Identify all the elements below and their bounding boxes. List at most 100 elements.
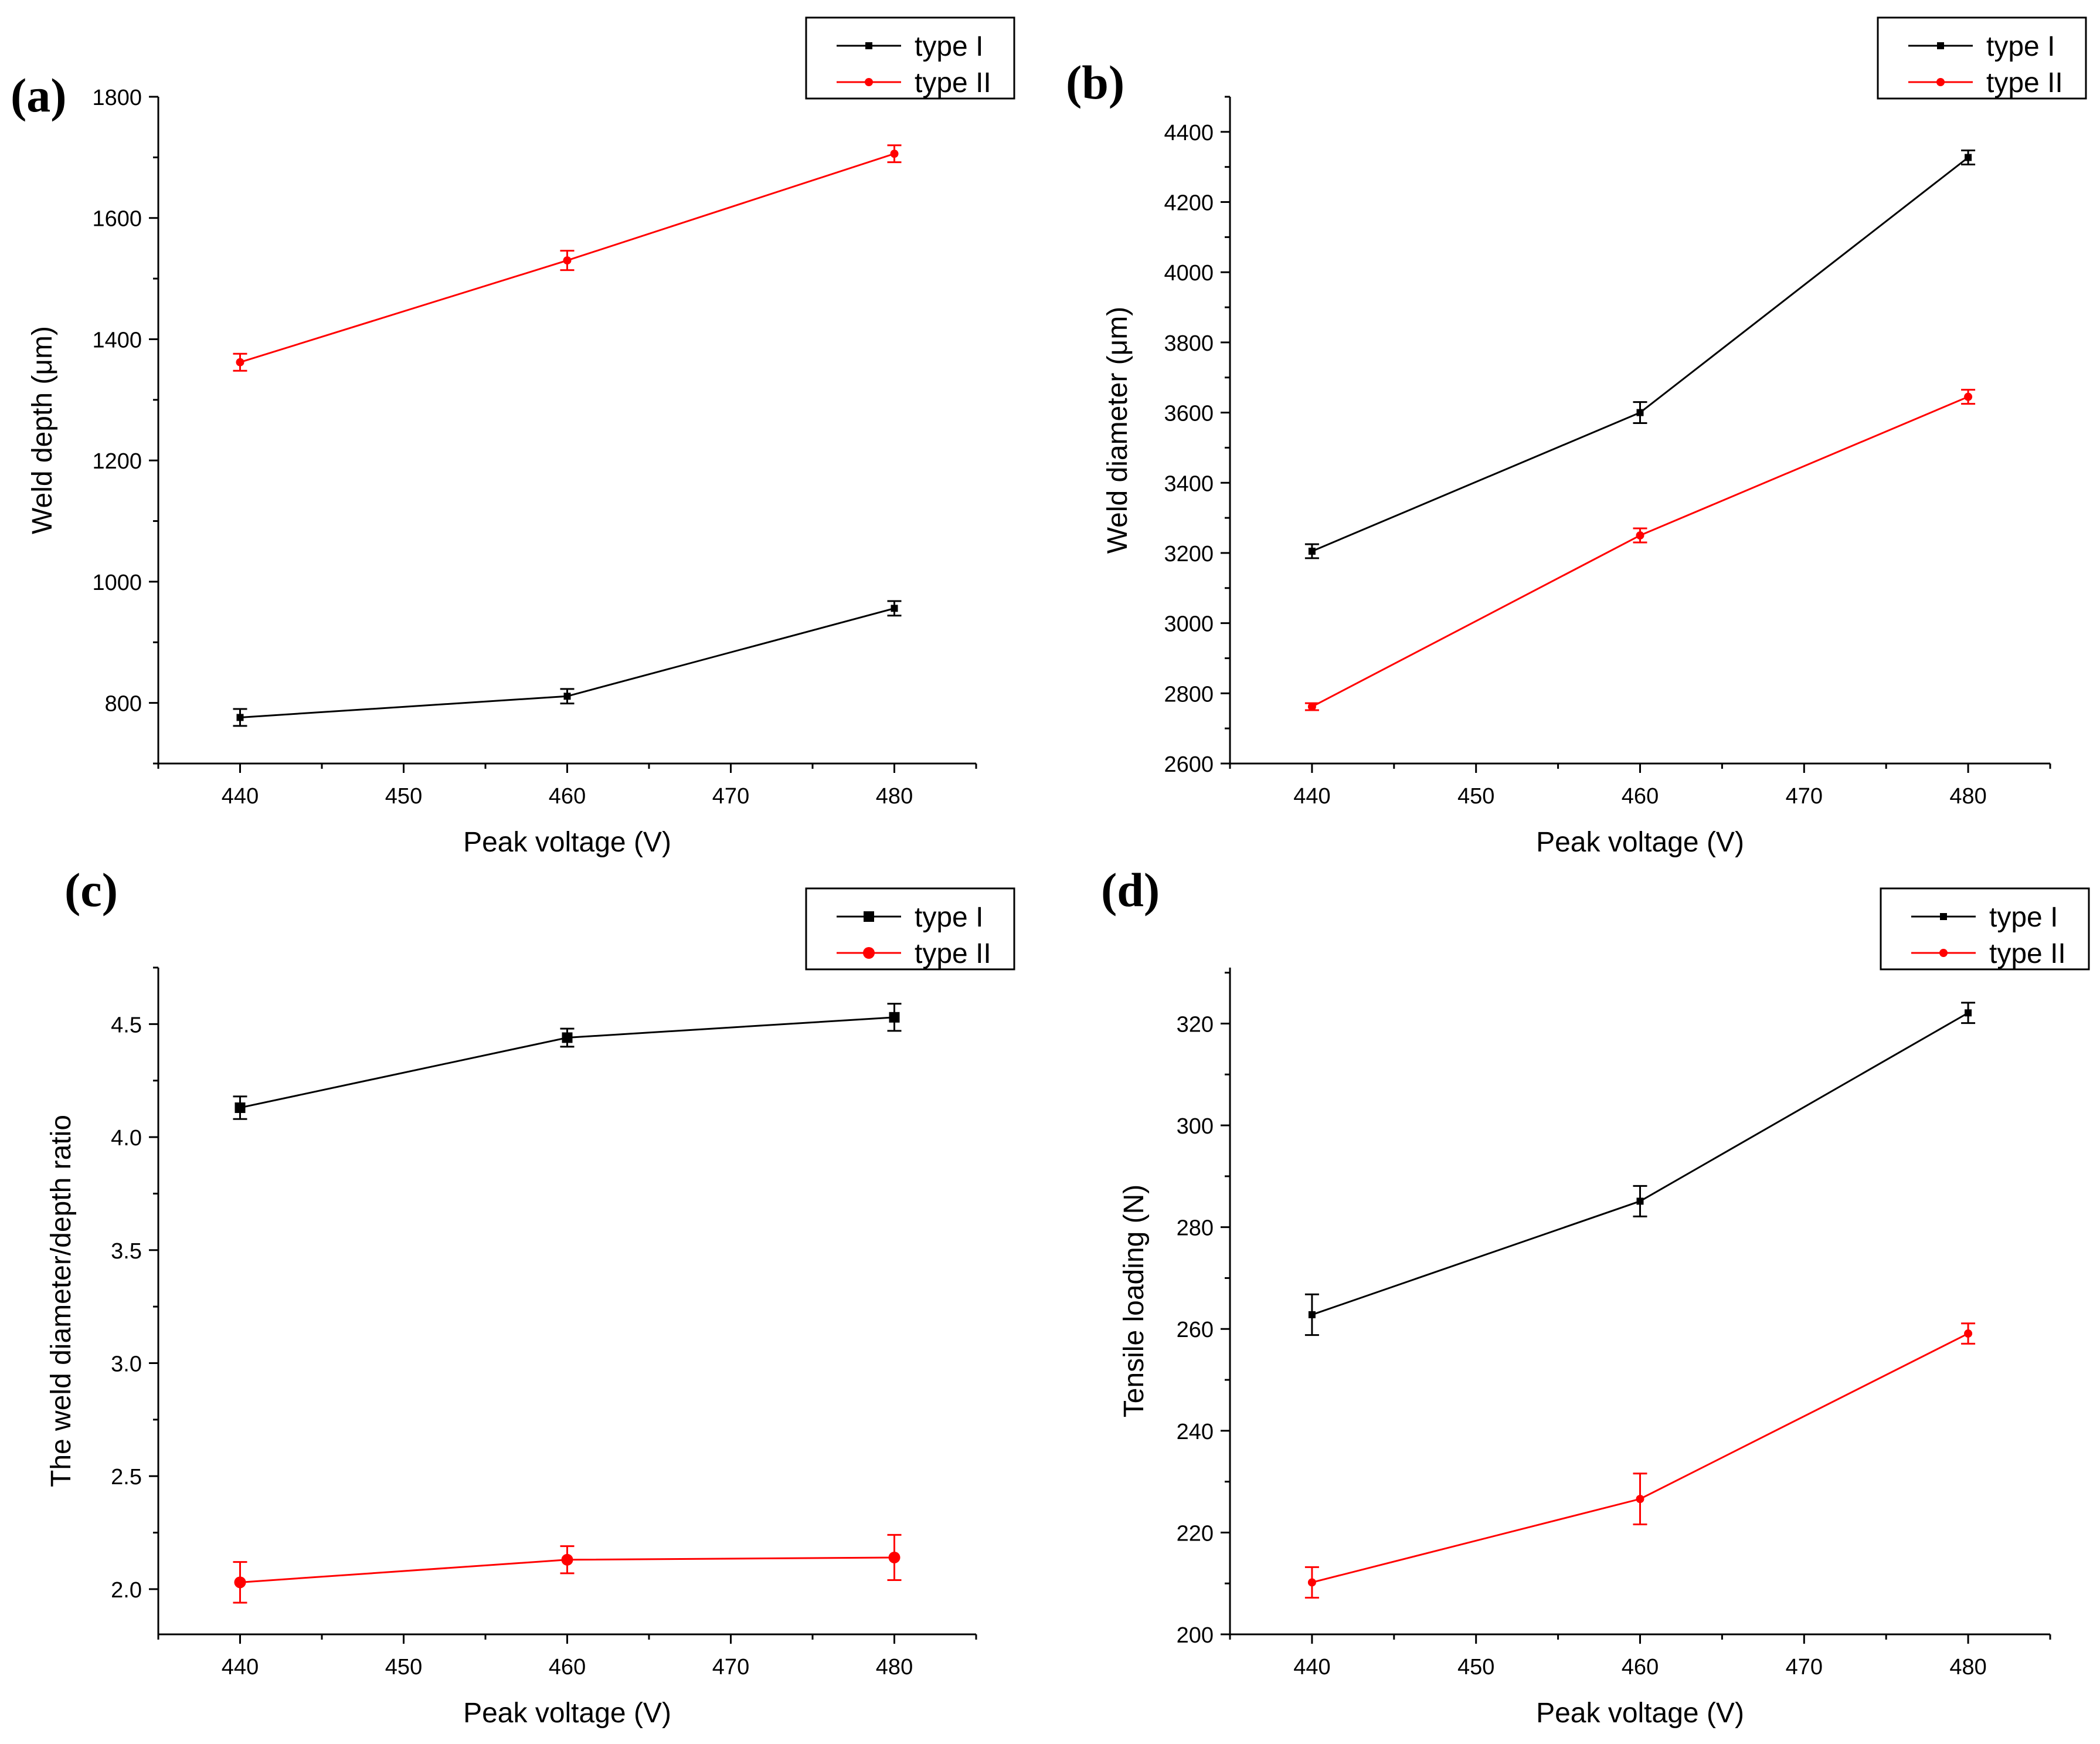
data-point xyxy=(888,1551,901,1563)
legend-label: type II xyxy=(915,67,991,99)
legend-label: type I xyxy=(1989,902,2058,933)
series-line xyxy=(1311,157,1969,552)
data-point xyxy=(1307,1578,1316,1587)
chart-panel-c: (c) 440 450 460 470 480 2.0 2.5 3.0 3.5 4.0 4.5 Peak… xyxy=(46,863,1015,1729)
data-point xyxy=(236,714,244,721)
x-tick-label: 450 xyxy=(385,784,422,809)
x-tick-label: 440 xyxy=(222,784,259,809)
series-type-ii xyxy=(233,144,902,372)
data-point xyxy=(1636,409,1644,416)
y-axis-label: Weld depth (μm) xyxy=(27,326,58,534)
y-tick-label: 3.5 xyxy=(111,1239,142,1264)
data-point xyxy=(1965,154,1972,161)
y-tick-label: 800 xyxy=(105,692,142,717)
legend: type I type II xyxy=(1877,16,2087,100)
data-point xyxy=(891,605,898,612)
x-tick-label: 450 xyxy=(385,1655,422,1679)
data-point xyxy=(1964,1329,1973,1338)
y-tick-label: 1800 xyxy=(92,86,142,110)
y-tick-label: 3.0 xyxy=(111,1352,142,1376)
series-type-ii xyxy=(1304,389,1976,711)
data-point xyxy=(1636,1197,1644,1205)
x-axis-label: Peak voltage (V) xyxy=(1536,827,1744,858)
legend: type I type II xyxy=(805,887,1015,971)
legend-label: type I xyxy=(1986,31,2055,62)
series-line xyxy=(1311,1332,1969,1583)
x-tick-label: 480 xyxy=(1949,784,1986,809)
y-tick-label: 4200 xyxy=(1164,191,1214,216)
series-type-i xyxy=(1304,1002,1976,1336)
y-tick-label: 260 xyxy=(1177,1318,1214,1342)
legend-marker xyxy=(1936,78,1945,86)
legend-label: type I xyxy=(915,902,983,933)
y-axis-label: Tensile loading (N) xyxy=(1119,1185,1150,1418)
series-type-i xyxy=(233,1003,902,1120)
data-point xyxy=(889,1012,900,1023)
y-tick-label: 3800 xyxy=(1164,331,1214,356)
legend-marker xyxy=(1937,42,1944,49)
x-tick-label: 440 xyxy=(1293,784,1330,809)
y-tick-label: 4000 xyxy=(1164,261,1214,286)
data-point xyxy=(1308,547,1316,555)
x-tick-label: 450 xyxy=(1457,1655,1494,1679)
y-tick-label: 3400 xyxy=(1164,471,1214,496)
y-tick-label: 1200 xyxy=(92,449,142,474)
x-tick-label: 460 xyxy=(549,1655,586,1679)
series-type-i xyxy=(1304,150,1976,559)
y-tick-label: 3000 xyxy=(1164,612,1214,637)
x-tick-label: 460 xyxy=(1622,1655,1659,1679)
y-tick-label: 1000 xyxy=(92,571,142,595)
x-tick-label: 470 xyxy=(1786,1655,1823,1679)
series-line xyxy=(1311,396,1969,708)
legend-box xyxy=(1877,16,2087,100)
data-point xyxy=(890,150,899,158)
y-tick-label: 200 xyxy=(1177,1623,1214,1648)
x-axis-label: Peak voltage (V) xyxy=(463,827,671,858)
data-point xyxy=(563,256,572,265)
x-tick-label: 470 xyxy=(712,1655,749,1679)
legend-marker xyxy=(1940,913,1947,920)
x-axis-label: Peak voltage (V) xyxy=(463,1698,671,1729)
y-tick-label: 2.0 xyxy=(111,1578,142,1603)
x-tick-label: 480 xyxy=(876,784,913,809)
series-type-i xyxy=(233,600,902,727)
legend-label: type I xyxy=(915,31,983,62)
x-tick-label: 450 xyxy=(1457,784,1494,809)
data-point xyxy=(562,1032,573,1043)
x-tick-label: 480 xyxy=(876,1655,913,1679)
y-tick-label: 300 xyxy=(1177,1114,1214,1139)
panel-label: (a) xyxy=(11,69,67,122)
panel-label: (b) xyxy=(1066,56,1124,109)
y-tick-label: 4.0 xyxy=(111,1126,142,1151)
panel-label: (c) xyxy=(64,863,118,917)
x-tick-label: 440 xyxy=(1293,1655,1330,1679)
data-point xyxy=(1636,1495,1644,1504)
x-axis-label: Peak voltage (V) xyxy=(1536,1698,1744,1729)
x-tick-label: 470 xyxy=(1786,784,1823,809)
legend-marker xyxy=(1939,949,1948,957)
data-point xyxy=(1307,703,1316,711)
x-tick-label: 470 xyxy=(712,784,749,809)
chart-panel-d: (d) 440 450 460 470 480 200 220 240 260 280 300 320 P… xyxy=(1101,863,2090,1729)
legend-marker xyxy=(865,42,872,49)
data-point xyxy=(236,358,244,367)
data-point xyxy=(234,1576,246,1589)
legend-label: type II xyxy=(915,938,991,969)
y-tick-label: 280 xyxy=(1177,1216,1214,1241)
y-tick-label: 2800 xyxy=(1164,682,1214,707)
legend: type I type II xyxy=(805,16,1015,100)
data-point xyxy=(1308,1311,1316,1318)
legend-label: type II xyxy=(1986,67,2063,99)
y-tick-label: 320 xyxy=(1177,1012,1214,1037)
data-point xyxy=(235,1102,246,1113)
chart-panel-b: (b) 440 450 460 470 480 2600 2800 3000 3200 3400 36… xyxy=(1066,16,2087,858)
y-tick-label: 2600 xyxy=(1164,752,1214,777)
data-point xyxy=(1965,1009,1972,1017)
x-tick-label: 440 xyxy=(222,1655,259,1679)
x-tick-label: 460 xyxy=(549,784,586,809)
legend-label: type II xyxy=(1989,938,2066,969)
y-tick-label: 3600 xyxy=(1164,402,1214,426)
series-type-ii xyxy=(1304,1322,1976,1599)
data-point xyxy=(563,693,571,700)
y-axis-label: Weld diameter (μm) xyxy=(1102,307,1133,554)
